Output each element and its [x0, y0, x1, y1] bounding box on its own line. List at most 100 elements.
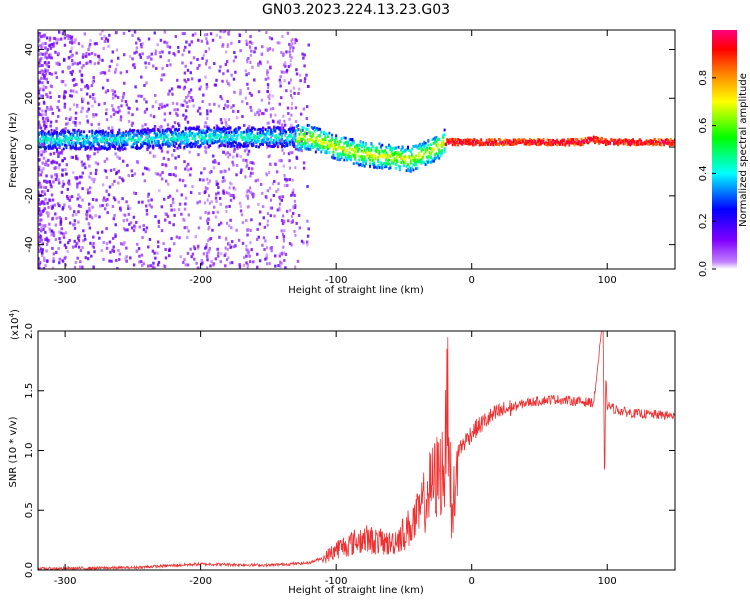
spectrogram-ridge-cell	[333, 146, 336, 150]
spectrogram-ridge-cell	[190, 145, 193, 149]
spectrogram-noise-cell	[152, 64, 155, 68]
spectrogram-noise-cell	[219, 65, 222, 69]
spectrogram-ridge-cell	[96, 147, 99, 151]
spectrogram-ridge-cell	[576, 138, 579, 142]
spectrogram-ridge-cell	[202, 142, 205, 146]
spectrogram-ridge-cell	[233, 144, 236, 148]
spectrogram-noise-cell	[48, 107, 51, 111]
spectrogram-noise-cell	[141, 42, 145, 46]
spectrogram-streak-cell	[229, 193, 232, 197]
spectrogram-noise-cell	[49, 120, 53, 124]
spectrogram-noise-cell	[118, 258, 121, 262]
spectrogram-ridge-cell	[173, 131, 176, 135]
spectrogram-noise-cell	[142, 228, 146, 232]
spectrogram-ridge-cell	[538, 142, 541, 146]
spectrogram-ridge-cell	[263, 132, 266, 136]
spectrogram-ridge-cell	[607, 142, 610, 146]
spectrogram-noise-cell	[62, 128, 65, 132]
spectrogram-noise-cell	[51, 246, 54, 250]
spectrogram-ridge-cell	[222, 139, 225, 142]
spectrogram-streak-cell	[293, 199, 296, 203]
spectrogram-ridge-cell	[266, 130, 269, 134]
spectrogram-ridge-cell	[306, 145, 309, 148]
spectrogram-noise-cell	[50, 175, 54, 179]
spectrogram-streak-cell	[246, 41, 249, 45]
spectrogram-ridge-cell	[385, 151, 388, 155]
spectrogram-ridge-cell	[667, 141, 670, 144]
spectrogram-noise-cell	[39, 126, 43, 130]
spectrogram-ridge-cell	[538, 138, 541, 142]
spectrogram-streak-cell	[266, 145, 269, 149]
spectrogram-noise-cell	[229, 198, 233, 202]
spectrogram-ridge-cell	[130, 138, 133, 141]
spectrogram-ridge-cell	[417, 160, 420, 163]
spectrogram-noise-cell	[212, 211, 215, 215]
spectrogram-ridge-cell	[282, 139, 285, 143]
spectrogram-streak-cell	[245, 244, 248, 248]
spectrogram-noise-cell	[60, 227, 63, 231]
spectrogram-noise-cell	[38, 198, 40, 202]
spectrogram-noise-cell	[173, 208, 176, 212]
spectrogram-ridge-cell	[611, 138, 614, 142]
spectrogram-noise-cell	[83, 32, 86, 36]
spectrogram-ridge-cell	[416, 166, 419, 170]
spectrogram-noise-cell	[288, 178, 292, 182]
spectrogram-ridge-cell	[126, 131, 129, 135]
spectrogram-ridge-cell	[302, 135, 305, 138]
spectrogram-noise-cell	[115, 63, 119, 67]
spectrogram-noise-cell	[41, 52, 44, 56]
spectrogram-streak-cell	[225, 209, 228, 213]
spectrogram-ridge-cell	[99, 140, 102, 143]
spectrogram-ridge-cell	[276, 126, 279, 130]
spectrogram-ridge-cell	[261, 126, 264, 130]
spectrogram-ridge-cell	[316, 128, 319, 132]
spectrogram-noise-cell	[120, 242, 123, 246]
spectrogram-noise-cell	[297, 91, 300, 95]
spectrogram-ridge-cell	[411, 155, 414, 158]
spectrogram-noise-cell	[103, 207, 107, 211]
spectrogram-noise-cell	[121, 197, 124, 201]
spectrogram-noise-cell	[41, 44, 44, 48]
spectrogram-ridge-cell	[623, 141, 626, 145]
spectrogram-noise-cell	[57, 154, 60, 158]
spectrogram-noise-cell	[42, 88, 45, 92]
spectrogram-noise-cell	[58, 181, 61, 185]
spectrogram-ridge-cell	[79, 131, 82, 135]
spectrogram-noise-cell	[212, 205, 216, 209]
spectrogram-noise-cell	[210, 260, 213, 264]
spectrogram-noise-cell	[92, 245, 96, 249]
spectrogram-noise-cell	[38, 38, 41, 42]
spectrogram-ridge-cell	[412, 145, 415, 148]
spectrogram-ridge-cell	[60, 139, 63, 143]
spectrogram-ridge-cell	[419, 160, 422, 164]
spectrogram-noise-cell	[283, 258, 286, 262]
spectrogram-ridge-cell	[275, 126, 278, 130]
spectrogram-ridge-cell	[43, 133, 46, 136]
spectrogram-ridge-cell	[195, 132, 198, 136]
spectrogram-ridge-cell	[297, 124, 300, 127]
spectrogram-streak-cell	[246, 266, 249, 269]
spectrogram-ridge-cell	[420, 147, 423, 151]
spectrogram-streak-cell	[266, 48, 269, 52]
spectrogram-noise-cell	[158, 128, 161, 132]
spectrogram-streak-cell	[207, 218, 210, 222]
spectrogram-noise-cell	[290, 243, 293, 247]
spectrogram-ridge-cell	[504, 138, 507, 142]
spectrogram-ridge-cell	[352, 162, 355, 166]
spectrogram-noise-cell	[241, 115, 244, 119]
spectrogram-ridge-cell	[96, 133, 99, 137]
spectrogram-noise-cell	[122, 93, 125, 97]
spectrogram-ridge-cell	[206, 142, 209, 146]
spectrogram-ridge-cell	[421, 155, 424, 159]
spectrogram-noise-cell	[153, 154, 157, 158]
spectrogram-ridge-cell	[531, 140, 534, 143]
spectrogram-noise-cell	[211, 228, 214, 232]
spectrogram-noise-cell	[38, 61, 41, 65]
spectrogram-noise-cell	[39, 173, 43, 177]
spectrogram-noise-cell	[168, 221, 171, 225]
spectrogram-noise-cell	[154, 100, 158, 104]
spectrogram-noise-cell	[126, 228, 129, 232]
spectrogram-ridge-cell	[152, 145, 155, 149]
spectrogram-ridge-cell	[54, 145, 57, 149]
spectrogram-noise-cell	[203, 167, 206, 171]
